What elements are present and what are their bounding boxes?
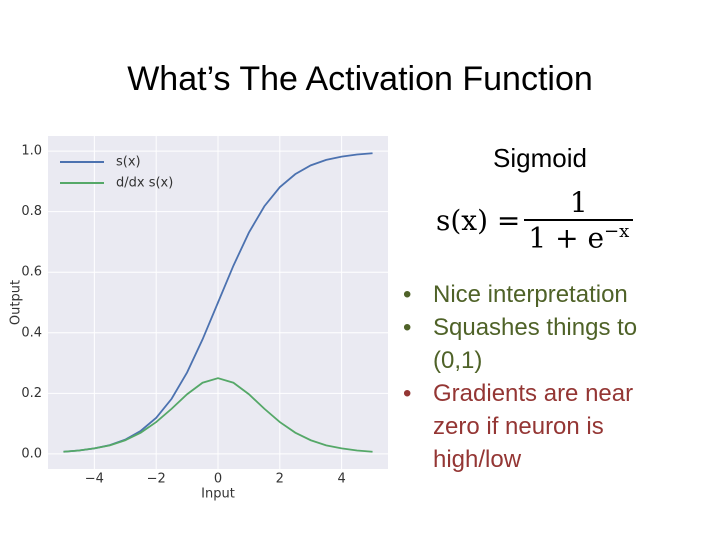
fraction: 1 1 + e−x: [524, 186, 634, 254]
formula: s(x) = 1 1 + e−x: [436, 186, 634, 254]
bullet: Nice interpretation: [395, 278, 673, 311]
x-tick-label: 4: [337, 472, 345, 487]
x-tick-label: 0: [214, 472, 222, 487]
bullet: Squashes things to (0,1): [395, 311, 673, 377]
denominator-base: 1 + e: [528, 221, 605, 255]
legend-label: d/dx s(x): [116, 176, 173, 191]
bullet: Gradients are near zero if neuron is hig…: [395, 377, 673, 476]
formula-lhs: s(x) =: [436, 203, 521, 237]
bullet-list: Nice interpretation Squashes things to (…: [395, 278, 695, 476]
numerator: 1: [524, 186, 634, 221]
y-tick-label: 0.2: [21, 386, 42, 401]
series-line: [63, 377, 373, 453]
y-axis-label: Output: [9, 280, 24, 325]
slide-title: What’s The Activation Function: [127, 60, 593, 98]
exponent: −x: [604, 221, 630, 242]
y-tick-label: 0.8: [21, 204, 42, 219]
y-tick-label: 1.0: [21, 144, 42, 159]
y-tick-label: 0.6: [21, 265, 42, 280]
x-tick-label: 2: [276, 472, 284, 487]
x-axis-label: Input: [201, 487, 235, 502]
legend-label: s(x): [116, 155, 141, 170]
y-tick-label: 0.4: [21, 325, 42, 340]
x-tick-label: −4: [85, 472, 104, 487]
x-tick-label: −2: [147, 472, 166, 487]
denominator: 1 + e−x: [528, 221, 629, 254]
panel-heading: Sigmoid: [493, 143, 587, 173]
y-tick-label: 0.0: [21, 446, 42, 461]
